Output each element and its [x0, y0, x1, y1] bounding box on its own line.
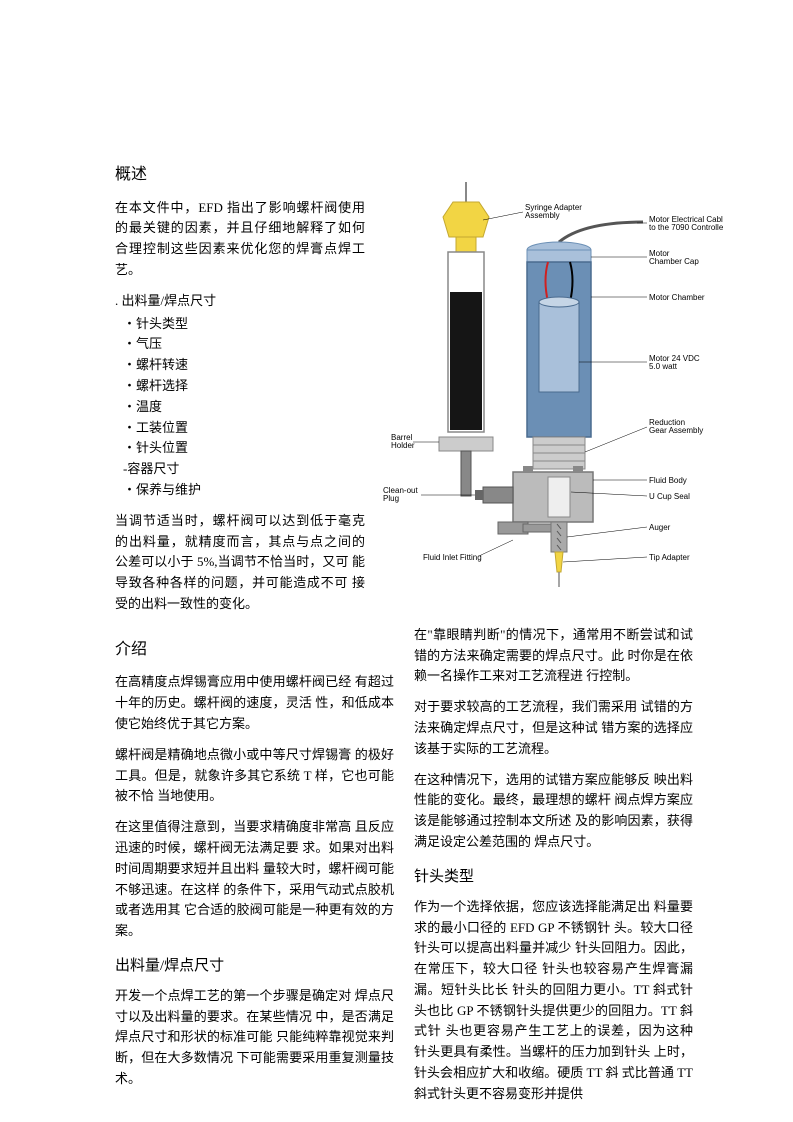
label-tip-adapter: Tip Adapter: [649, 553, 690, 562]
list-item: ・螺杆选择: [115, 376, 365, 397]
svg-text:Gear Assembly: Gear Assembly: [649, 426, 703, 435]
needle-heading: 针头类型: [414, 865, 693, 889]
overview-p1: 在本文件中，EFD 指出了影响螺杆阀使用 的最关键的因素，并且仔细地解释了如何 …: [115, 198, 365, 281]
svg-text:Holder: Holder: [391, 441, 415, 450]
list-item: ・工装位置: [115, 418, 365, 439]
svg-text:Assembly: Assembly: [525, 211, 560, 220]
needle-p1: 作为一个选择依据，您应该选择能满足出 料量要求的最小口径的 EFD GP 不锈钢…: [414, 897, 693, 1105]
technical-diagram: Syringe Adapter Assembly Motor Electrica…: [383, 162, 723, 642]
list-item: ・针头类型: [115, 314, 365, 335]
dotsize-p4: 在这种情况下，选用的试错方案应能够反 映出料性能的变化。最终，最理想的螺杆 阀点…: [414, 770, 693, 853]
svg-text:Plug: Plug: [383, 494, 399, 503]
label-motor-chamber: Motor Chamber: [649, 293, 705, 302]
dotsize-heading: 出料量/焊点尺寸: [115, 954, 394, 978]
factors-list: ・针头类型 ・气压 ・螺杆转速 ・螺杆选择 ・温度 ・工装位置 ・针头位置 -容…: [115, 314, 365, 501]
svg-text:5.0 watt: 5.0 watt: [649, 362, 678, 371]
list-intro: . 出料量/焊点尺寸: [115, 291, 365, 312]
label-fluid-inlet: Fluid Inlet Fitting: [423, 553, 482, 562]
list-item: -容器尺寸: [115, 459, 365, 480]
svg-text:to the 7090 Controller: to the 7090 Controller: [649, 223, 723, 232]
auger-valve-diagram: Syringe Adapter Assembly Motor Electrica…: [383, 162, 723, 642]
list-item: ・温度: [115, 397, 365, 418]
list-item: ・针头位置: [115, 438, 365, 459]
dotsize-p3: 对于要求较高的工艺流程，我们需采用 试错的方法来确定焊点尺寸，但是这种试 错方案…: [414, 697, 693, 759]
label-fluid-body: Fluid Body: [649, 476, 687, 485]
overview-p2: 当调节适当时，螺杆阀可以达到低于毫克 的出料量，就精度而言，其点与点之间的 公差…: [115, 511, 365, 615]
intro-p3: 在这里值得注意到，当要求精确度非常高 且反应迅速的时候，螺杆阀无法满足要 求。如…: [115, 817, 394, 942]
label-u-cup-seal: U Cup Seal: [649, 492, 690, 501]
intro-p2: 螺杆阀是精确地点微小或中等尺寸焊锡膏 的极好工具。但是，就象许多其它系统 T 样…: [115, 745, 394, 807]
intro-heading: 介绍: [115, 637, 394, 663]
label-auger: Auger: [649, 523, 671, 532]
svg-text:Chamber Cap: Chamber Cap: [649, 257, 699, 266]
intro-p1: 在高精度点焊锡膏应用中使用螺杆阀已经 有超过十年的历史。螺杆阀的速度，灵活 性，…: [115, 672, 394, 734]
list-item: ・气压: [115, 334, 365, 355]
list-item: ・保养与维护: [115, 480, 365, 501]
dotsize-p1: 开发一个点焊工艺的第一个步骤是确定对 焊点尺寸以及出料量的要求。在某些情况 中，…: [115, 986, 394, 1090]
list-item: ・螺杆转速: [115, 355, 365, 376]
